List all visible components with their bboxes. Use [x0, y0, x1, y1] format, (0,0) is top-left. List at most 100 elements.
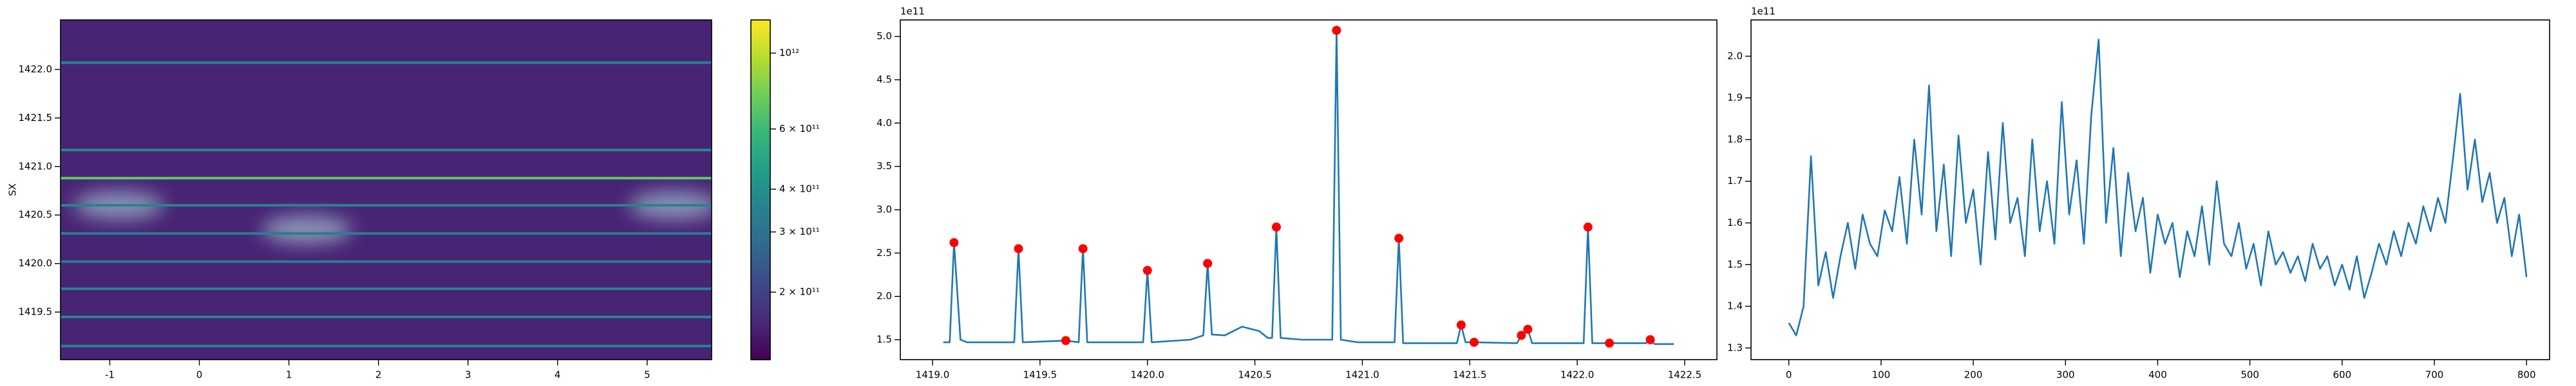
x-tick-label: 0 [1786, 369, 1792, 381]
colorbar-cell [751, 51, 770, 55]
y-tick-label: 5.0 [876, 30, 892, 42]
colorbar-cell [751, 144, 770, 148]
colorbar-tick-label: 2 × 10¹¹ [779, 286, 820, 298]
heatmap-blob [261, 215, 352, 244]
x-tick-label: 5 [644, 369, 650, 381]
colorbar-cell [751, 176, 770, 179]
y-tick-label: 1421.5 [19, 112, 53, 124]
colorbar-cell [751, 105, 770, 109]
colorbar-cell [751, 147, 770, 151]
colorbar-cell [751, 289, 770, 293]
x-tick-label: 1421.5 [1453, 369, 1487, 381]
colorbar-cell [751, 91, 770, 95]
colorbar-cell [751, 39, 770, 44]
colorbar-cell [751, 124, 770, 129]
peak-marker [1523, 324, 1533, 334]
colorbar-cell [751, 223, 770, 228]
colorbar-cell [751, 99, 770, 103]
colorbar-cell [751, 48, 770, 52]
heatmap-row [61, 176, 712, 179]
colorbar-cell [751, 142, 770, 145]
heatmap-row [61, 287, 712, 290]
colorbar-tick-label: 6 × 10¹¹ [779, 123, 820, 134]
y-tick-label: 2.0 [876, 290, 892, 302]
colorbar-cell [751, 218, 770, 222]
colorbar-cell [751, 209, 770, 214]
colorbar-cell [751, 34, 770, 38]
peak-marker [1203, 259, 1213, 268]
x-tick-label: 1422.0 [1560, 369, 1595, 381]
colorbar-cell [751, 204, 770, 208]
colorbar-cell [751, 116, 770, 120]
colorbar-cell [751, 340, 770, 344]
heatmap-row [61, 344, 712, 347]
colorbar-cell [751, 326, 770, 329]
x-tick-label: 0 [196, 369, 203, 381]
x-tick-label: 400 [2148, 369, 2167, 381]
colorbar-cell [751, 181, 770, 185]
y-tick-label: 1.4 [1727, 300, 1743, 312]
colorbar-cell [751, 190, 770, 194]
colorbar-cell [751, 184, 770, 188]
heatmap [61, 20, 712, 360]
colorbar-cell [751, 87, 770, 91]
colorbar-cell [751, 283, 770, 287]
colorbar-cell [751, 241, 770, 244]
peak-marker [1142, 266, 1152, 275]
colorbar-cell [751, 215, 770, 219]
colorbar-cell [751, 127, 770, 131]
peak-marker [1332, 26, 1341, 35]
x-tick-label: 1421.0 [1345, 369, 1379, 381]
x-tick-label: 1419.5 [1023, 369, 1057, 381]
colorbar-cell [751, 229, 770, 233]
colorbar-cell [751, 226, 770, 230]
colorbar-cell [751, 280, 770, 284]
y-tick-label: 1.8 [1727, 133, 1743, 145]
peak-marker [1078, 244, 1088, 253]
colorbar-cell [751, 187, 770, 190]
x-tick-label: 2 [375, 369, 382, 381]
colorbar-cell [751, 170, 770, 174]
colorbar-cell [751, 164, 770, 168]
x-tick-label: 300 [2056, 369, 2075, 381]
colorbar-cell [751, 82, 770, 86]
peak-marker [949, 238, 959, 248]
colorbar-cell [751, 331, 770, 335]
colorbar-cell [751, 328, 770, 332]
colorbar-tick-label: 4 × 10¹¹ [779, 183, 820, 195]
x-tick-label: 800 [2517, 369, 2536, 381]
colorbar-cell [751, 252, 770, 256]
x-tick-label: 1422.5 [1668, 369, 1702, 381]
peak-marker [1645, 335, 1655, 345]
colorbar-cell [751, 93, 770, 97]
x-tick-label: 3 [465, 369, 471, 381]
colorbar-cell [751, 85, 770, 89]
heatmap-background [61, 20, 712, 360]
axes-frame [60, 19, 712, 360]
colorbar-cell [751, 28, 770, 32]
colorbar-cell [751, 212, 770, 216]
x-tick-label: 600 [2333, 369, 2352, 381]
colorbar-cell [751, 266, 770, 270]
colorbar-cell [751, 303, 770, 307]
peak-marker [1456, 320, 1466, 330]
colorbar-cell [751, 150, 770, 154]
peak-marker [1517, 331, 1526, 340]
colorbar-cell [751, 158, 770, 162]
x-tick-label: 1420.0 [1130, 369, 1164, 381]
colorbar-cell [751, 130, 770, 134]
colorbar-cell [751, 237, 770, 242]
y-tick-label: 4.5 [876, 73, 892, 85]
colorbar-cell [751, 113, 770, 117]
x-tick-label: 200 [1964, 369, 1983, 381]
colorbar-cell [751, 65, 770, 69]
peak-marker [1061, 336, 1070, 345]
colorbar-cell [751, 297, 770, 301]
colorbar-cell [751, 261, 770, 264]
y-tick-label: 1.5 [1727, 259, 1743, 270]
heatmap-row [61, 204, 712, 207]
offset-label: 1e11 [1751, 6, 1776, 17]
y-tick-label: 1421.0 [19, 160, 53, 172]
colorbar-cell [751, 351, 770, 355]
colorbar-cell [751, 249, 770, 253]
